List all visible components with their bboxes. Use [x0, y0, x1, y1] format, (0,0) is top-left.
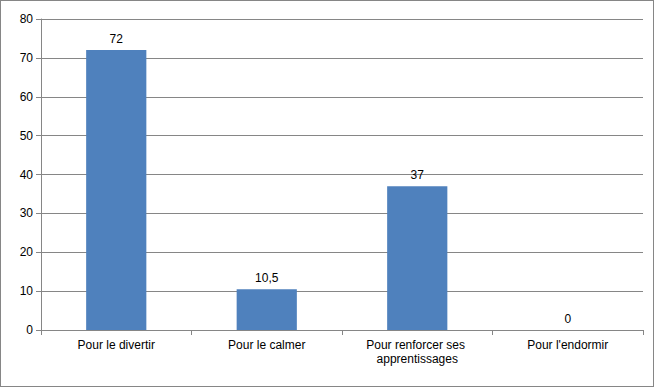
svg-text:50: 50 — [20, 129, 34, 143]
svg-text:Pour l'endormir: Pour l'endormir — [527, 338, 608, 352]
svg-text:37: 37 — [411, 168, 425, 182]
svg-text:10: 10 — [20, 284, 34, 298]
svg-text:72: 72 — [110, 32, 124, 46]
svg-text:70: 70 — [20, 51, 34, 65]
svg-text:20: 20 — [20, 245, 34, 259]
svg-text:Pour renforcer ses: Pour renforcer ses — [366, 338, 468, 352]
svg-text:0: 0 — [564, 312, 571, 326]
svg-text:30: 30 — [20, 206, 34, 220]
svg-text:apprentissages: apprentissages — [377, 352, 458, 366]
svg-text:Pour le divertir: Pour le divertir — [78, 338, 155, 352]
svg-text:60: 60 — [20, 90, 34, 104]
svg-text:80: 80 — [20, 12, 34, 26]
svg-text:0: 0 — [26, 323, 33, 337]
svg-text:10,5: 10,5 — [255, 271, 279, 285]
svg-text:Pour le calmer: Pour le calmer — [228, 338, 305, 352]
svg-text:40: 40 — [20, 168, 34, 182]
